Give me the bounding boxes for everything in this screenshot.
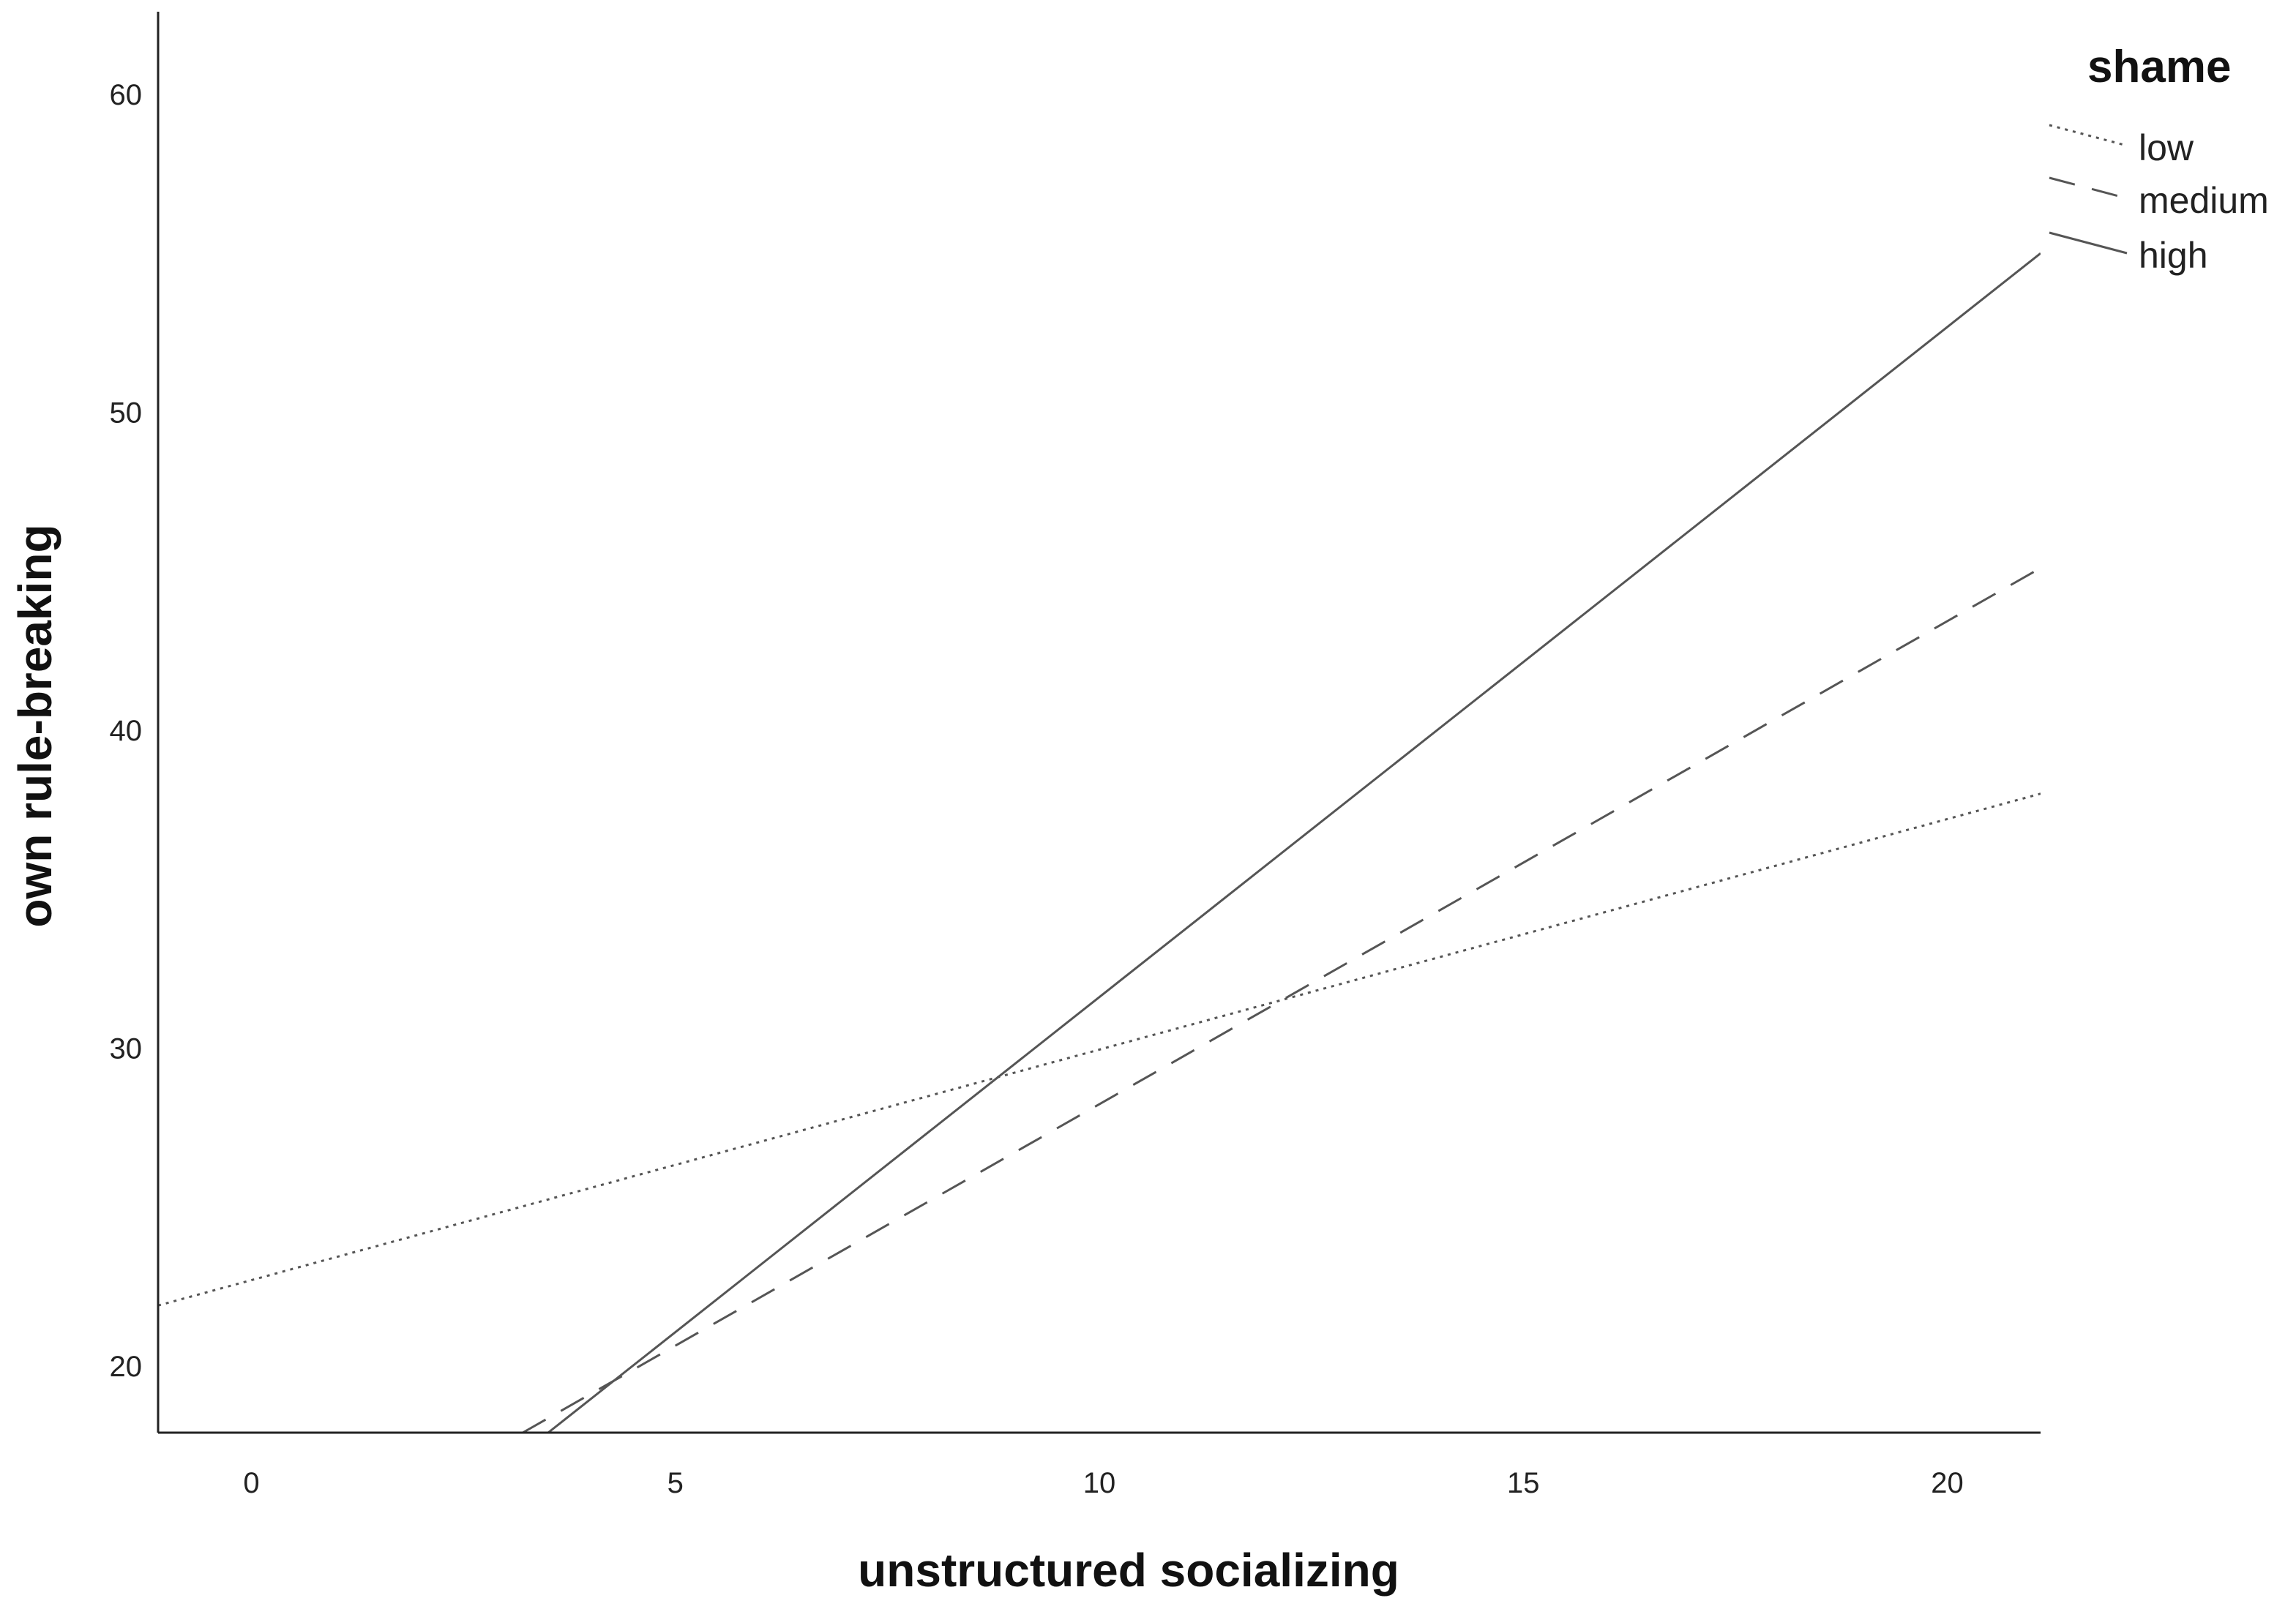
x-tick-labels: 0 5 10 15 20	[243, 1467, 1963, 1499]
series-layer	[158, 252, 2041, 1433]
legend: shame low medium high	[2049, 42, 2269, 276]
legend-swatch-medium	[2049, 176, 2128, 200]
y-tick-label: 20	[110, 1351, 143, 1383]
legend-label-high: high	[2139, 235, 2208, 276]
legend-title: shame	[2087, 42, 2231, 92]
y-tick-label: 50	[110, 397, 143, 429]
legend-label-low: low	[2139, 127, 2194, 168]
y-tick-label: 30	[110, 1032, 143, 1065]
legend-entries: low medium high	[2049, 124, 2269, 276]
legend-label-medium: medium	[2139, 180, 2269, 221]
legend-swatch-low	[2049, 124, 2128, 147]
x-tick-label: 15	[1507, 1467, 1540, 1499]
y-tick-labels: 20 30 40 50 60	[110, 79, 143, 1383]
legend-swatch-high	[2049, 231, 2128, 255]
y-axis-title: own rule-breaking	[9, 524, 61, 927]
x-tick-label: 10	[1083, 1467, 1116, 1499]
x-axis-title: unstructured socializing	[858, 1544, 1399, 1597]
series-line-medium	[522, 566, 2041, 1433]
y-tick-label: 60	[110, 79, 143, 111]
x-tick-label: 0	[243, 1467, 259, 1499]
x-tick-label: 5	[668, 1467, 684, 1499]
x-tick-label: 20	[1931, 1467, 1964, 1499]
series-line-low	[158, 792, 2041, 1307]
y-tick-label: 40	[110, 715, 143, 747]
series-line-high	[547, 252, 2041, 1433]
